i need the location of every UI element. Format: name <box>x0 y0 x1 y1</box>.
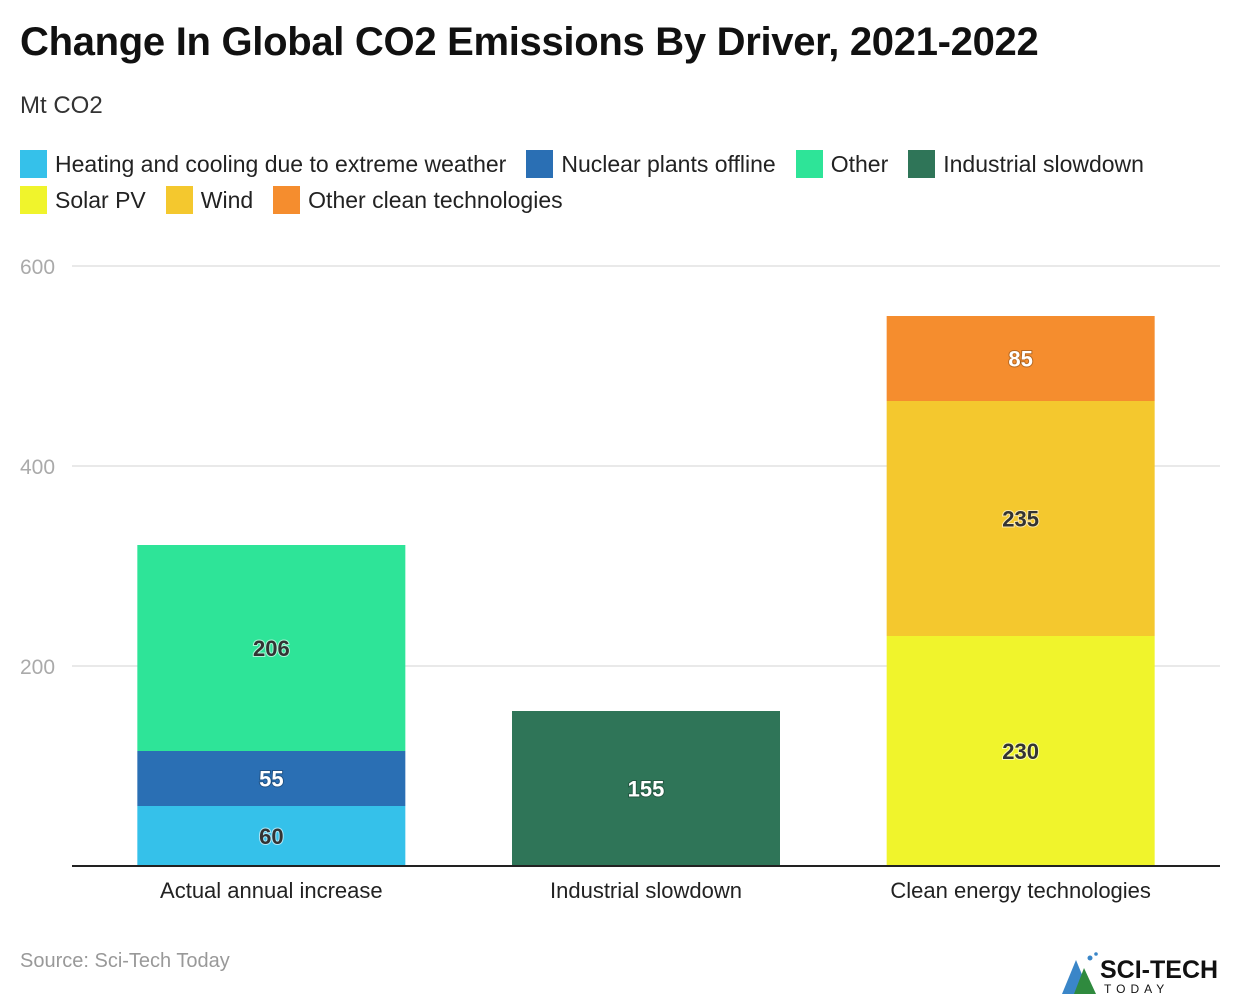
legend-swatch <box>526 150 554 178</box>
legend-item: Solar PV <box>20 186 146 214</box>
data-label: 235 <box>1002 507 1039 532</box>
data-label: 55 <box>259 767 283 792</box>
x-tick-label: Actual annual increase <box>160 878 383 903</box>
svg-text:SCI-TECH: SCI-TECH <box>1100 956 1218 984</box>
legend-swatch <box>20 150 47 178</box>
bar-segment <box>886 401 1155 636</box>
x-tick-label: Clean energy technologies <box>890 878 1151 903</box>
legend-label: Industrial slowdown <box>943 150 1144 177</box>
legend-item: Other <box>795 150 889 178</box>
y-tick-label: 600 <box>20 256 55 279</box>
legend-swatch <box>795 150 823 178</box>
svg-text:TODAY: TODAY <box>1104 982 1169 996</box>
legend-swatch <box>20 186 47 214</box>
y-tick-label: 400 <box>20 456 55 479</box>
legend-item: Wind <box>165 186 254 214</box>
legend: Heating and cooling due to extreme weath… <box>20 146 1220 218</box>
legend-item: Other clean technologies <box>273 186 563 214</box>
bar-segment <box>886 316 1155 401</box>
source-note: Source: Sci-Tech Today <box>20 950 230 972</box>
legend-item: Nuclear plants offline <box>526 150 776 178</box>
legend-label: Other clean technologies <box>308 186 563 213</box>
bar-segment <box>137 751 406 806</box>
legend-item: Heating and cooling due to extreme weath… <box>20 150 506 178</box>
legend-swatch <box>165 186 193 214</box>
chart-subtitle: Mt CO2 <box>20 92 103 119</box>
legend-row: Solar PV Wind Other clean technologies <box>20 182 1220 218</box>
chart-title: Change In Global CO2 Emissions By Driver… <box>20 20 1039 64</box>
bar-segment <box>512 711 780 866</box>
bar-segment <box>886 636 1155 866</box>
legend-label: Wind <box>200 186 254 213</box>
x-tick-label: Industrial slowdown <box>550 878 742 903</box>
data-label: 85 <box>1008 347 1032 372</box>
legend-label: Nuclear plants offline <box>561 150 776 177</box>
legend-label: Solar PV <box>55 186 146 213</box>
bar-segment <box>137 806 406 866</box>
legend-label: Heating and cooling due to extreme weath… <box>55 150 507 177</box>
legend-swatch <box>908 150 936 178</box>
sci-tech-today-logo: SCI-TECH TODAY <box>1062 952 1218 996</box>
legend-item: Industrial slowdown <box>908 150 1144 178</box>
bar-segment <box>137 545 406 751</box>
data-label: 60 <box>259 824 283 849</box>
data-label: 155 <box>628 777 665 802</box>
legend-label: Other <box>830 150 889 177</box>
data-label: 230 <box>1002 739 1039 764</box>
legend-row: Heating and cooling due to extreme weath… <box>20 146 1220 182</box>
y-tick-label: 200 <box>20 656 55 679</box>
data-label: 206 <box>253 636 290 661</box>
legend-swatch <box>273 186 301 214</box>
